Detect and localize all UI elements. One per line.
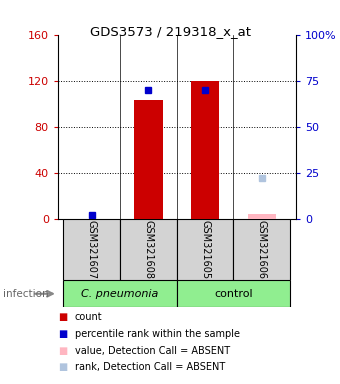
Text: rank, Detection Call = ABSENT: rank, Detection Call = ABSENT xyxy=(75,362,225,372)
Bar xyxy=(248,214,276,219)
Text: infection: infection xyxy=(3,289,49,299)
Text: value, Detection Call = ABSENT: value, Detection Call = ABSENT xyxy=(75,346,230,356)
Text: GSM321606: GSM321606 xyxy=(257,220,267,279)
Text: ■: ■ xyxy=(58,329,67,339)
Bar xyxy=(120,219,177,280)
Bar xyxy=(177,219,234,280)
Bar xyxy=(64,219,120,280)
Text: GSM321608: GSM321608 xyxy=(143,220,153,279)
Text: percentile rank within the sample: percentile rank within the sample xyxy=(75,329,240,339)
Text: GSM321605: GSM321605 xyxy=(200,220,210,279)
Text: ■: ■ xyxy=(58,362,67,372)
Text: control: control xyxy=(214,289,253,299)
Text: ■: ■ xyxy=(58,312,67,322)
Bar xyxy=(64,280,177,307)
Text: GSM321607: GSM321607 xyxy=(87,220,97,279)
Bar xyxy=(177,280,290,307)
Bar xyxy=(234,219,290,280)
Text: count: count xyxy=(75,312,102,322)
Text: C. pneumonia: C. pneumonia xyxy=(82,289,159,299)
Text: GDS3573 / 219318_x_at: GDS3573 / 219318_x_at xyxy=(89,25,251,38)
Text: ■: ■ xyxy=(58,346,67,356)
Bar xyxy=(134,100,163,219)
Bar xyxy=(191,81,219,219)
